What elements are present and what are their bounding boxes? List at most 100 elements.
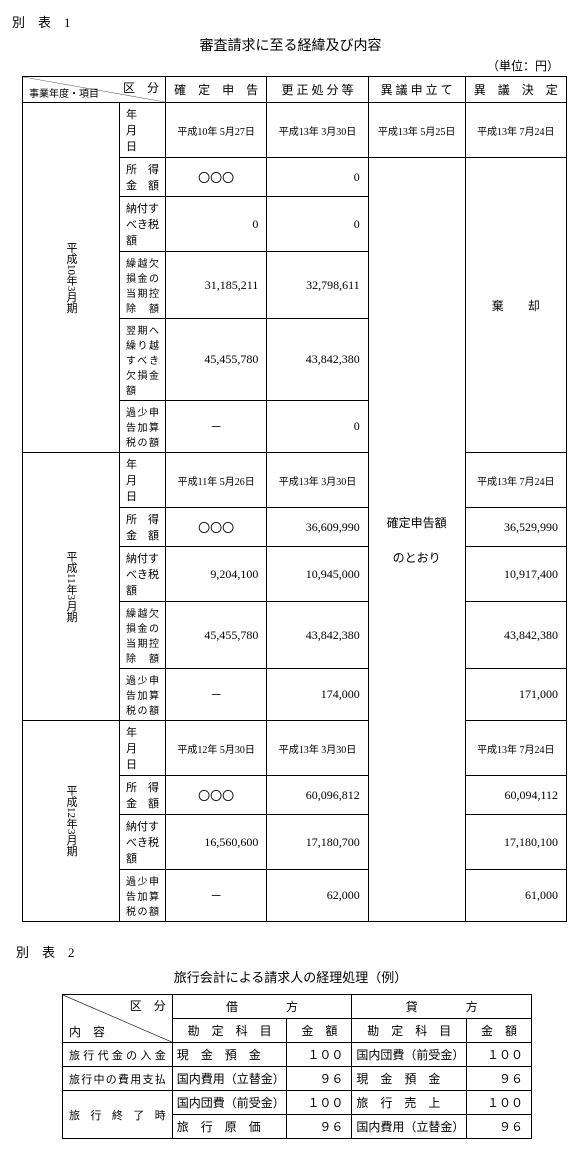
t2-cell: １００ bbox=[287, 1043, 352, 1067]
t1-rowhead: 納付すべき税額 bbox=[120, 815, 166, 870]
t1-cell: 10,917,400 bbox=[465, 547, 566, 602]
t2-rowhead: 旅行代金の入金 bbox=[63, 1043, 173, 1067]
table1-title: 審査請求に至る経緯及び内容 bbox=[12, 35, 569, 55]
table1-unit: （単位：円） bbox=[12, 57, 559, 74]
t2-cell: ９６ bbox=[287, 1115, 352, 1139]
t1-cell: 0 bbox=[267, 401, 368, 453]
t1-cell: 0 bbox=[267, 197, 368, 252]
t1-rowhead: 過少申告加算税の額 bbox=[120, 401, 166, 453]
t1-col-header: 異 議 申 立 て bbox=[368, 77, 465, 103]
t1-period-label: 平成10年3月期 bbox=[23, 103, 120, 453]
t2-cell: 旅 行 売 上 bbox=[352, 1091, 467, 1115]
t2-colgroup: 貸 方 bbox=[352, 995, 532, 1019]
t2-cell: １００ bbox=[467, 1091, 532, 1115]
t1-cell: 60,096,812 bbox=[267, 776, 368, 815]
table1: 区 分 事業年度・項目 確 定 申 告 更 正 処 分 等 異 議 申 立 て … bbox=[22, 76, 567, 922]
t1-rowhead: 過少申告加算税の額 bbox=[120, 870, 166, 922]
t1-rowhead: 所 得 金 額 bbox=[120, 776, 166, 815]
t2-cell: ９６ bbox=[287, 1067, 352, 1091]
t1-rowhead: 納付すべき税額 bbox=[120, 547, 166, 602]
t1-cell: 36,529,990 bbox=[465, 508, 566, 547]
t1-merge-claim-l2: のとおり bbox=[373, 549, 461, 566]
t1-cell: 10,945,000 bbox=[267, 547, 368, 602]
t1-cell: 0 bbox=[267, 158, 368, 197]
t1-rowhead: 納付すべき税額 bbox=[120, 197, 166, 252]
t1-cell: 平成10年 5月27日 bbox=[166, 103, 267, 158]
t1-cell: 平成13年 3月30日 bbox=[267, 721, 368, 776]
t2-diag-bot: 内 容 bbox=[69, 1023, 105, 1040]
t2-cell: １００ bbox=[287, 1091, 352, 1115]
t2-subhead: 金 額 bbox=[287, 1019, 352, 1043]
t1-cell: 平成13年 7月24日 bbox=[465, 103, 566, 158]
t2-colgroup: 借 方 bbox=[172, 995, 352, 1019]
t1-cell: 平成11年 5月26日 bbox=[166, 453, 267, 508]
t2-rowhead: 旅行中の費用支払 bbox=[63, 1067, 173, 1091]
t1-cell: 62,000 bbox=[267, 870, 368, 922]
t1-cell: 〇〇〇 bbox=[166, 776, 267, 815]
t1-rowhead: 所 得 金 額 bbox=[120, 508, 166, 547]
t1-cell: 61,000 bbox=[465, 870, 566, 922]
t1-cell: 平成13年 7月24日 bbox=[465, 721, 566, 776]
t1-cell: 45,455,780 bbox=[166, 602, 267, 669]
t1-cell: 16,560,600 bbox=[166, 815, 267, 870]
t2-cell: ９６ bbox=[467, 1115, 532, 1139]
t1-period-label: 平成11年3月期 bbox=[23, 453, 120, 721]
t2-subhead: 勘 定 科 目 bbox=[172, 1019, 287, 1043]
t1-col-header: 異 議 決 定 bbox=[465, 77, 566, 103]
t1-cell: 〇〇〇 bbox=[166, 158, 267, 197]
t1-diag-header: 区 分 事業年度・項目 bbox=[23, 77, 166, 103]
t1-cell: 43,842,380 bbox=[267, 319, 368, 401]
t1-cell: 171,000 bbox=[465, 669, 566, 721]
t1-rowhead: 年 月 日 bbox=[120, 721, 166, 776]
t1-cell: 31,185,211 bbox=[166, 252, 267, 319]
t1-cell: 平成13年 3月30日 bbox=[267, 103, 368, 158]
t1-merge-claim-l1: 確定申告額 bbox=[373, 514, 461, 531]
t1-cell: 17,180,100 bbox=[465, 815, 566, 870]
t1-cell: － bbox=[166, 669, 267, 721]
t2-cell: ９６ bbox=[467, 1067, 532, 1091]
t1-cell: － bbox=[166, 870, 267, 922]
table2-label: 別 表 2 bbox=[16, 942, 569, 961]
t1-period-label: 平成12年3月期 bbox=[23, 721, 120, 922]
t1-cell: 0 bbox=[166, 197, 267, 252]
t1-rowhead: 年 月 日 bbox=[120, 103, 166, 158]
t2-cell: 国内団費（前受金） bbox=[172, 1091, 287, 1115]
t2-cell: 国内費用（立替金） bbox=[172, 1067, 287, 1091]
t1-cell: 9,204,100 bbox=[166, 547, 267, 602]
t2-cell: 国内団費（前受金） bbox=[352, 1043, 467, 1067]
t1-merge-claim: 確定申告額 のとおり bbox=[368, 158, 465, 922]
t1-cell: 32,798,611 bbox=[267, 252, 368, 319]
t1-cell: 〇〇〇 bbox=[166, 508, 267, 547]
t1-cell: 平成13年 3月30日 bbox=[267, 453, 368, 508]
t1-cell: － bbox=[166, 401, 267, 453]
t1-rowhead: 所 得 金 額 bbox=[120, 158, 166, 197]
t2-cell: 現 金 預 金 bbox=[352, 1067, 467, 1091]
t1-cell: 45,455,780 bbox=[166, 319, 267, 401]
t2-cell: 旅 行 原 価 bbox=[172, 1115, 287, 1139]
t2-cell: 国内費用（立替金） bbox=[352, 1115, 467, 1139]
t1-cell: 17,180,700 bbox=[267, 815, 368, 870]
t1-col-header: 更 正 処 分 等 bbox=[267, 77, 368, 103]
t1-rowhead: 過少申告加算税の額 bbox=[120, 669, 166, 721]
t2-cell: 現 金 預 金 bbox=[172, 1043, 287, 1067]
t1-cell: 平成13年 7月24日 bbox=[465, 453, 566, 508]
t1-cell: 60,094,112 bbox=[465, 776, 566, 815]
t2-rowhead: 旅 行 終 了 時 bbox=[63, 1091, 173, 1139]
t1-cell: 平成13年 5月25日 bbox=[368, 103, 465, 158]
t1-rowhead: 繰越欠損金の当期控除額 bbox=[120, 602, 166, 669]
t2-cell: １００ bbox=[467, 1043, 532, 1067]
t1-col-header: 確 定 申 告 bbox=[166, 77, 267, 103]
table1-label: 別 表 1 bbox=[12, 12, 569, 31]
t2-diag-top: 区 分 bbox=[130, 997, 166, 1014]
table2: 区 分 内 容 借 方 貸 方 勘 定 科 目 金 額 勘 定 科 目 金 額 … bbox=[62, 994, 532, 1139]
t1-rowhead: 繰越欠損金の当期控除額 bbox=[120, 252, 166, 319]
t1-cell: 174,000 bbox=[267, 669, 368, 721]
t2-diag-header: 区 分 内 容 bbox=[63, 995, 173, 1043]
t1-rowhead: 翌期へ繰り越すべき欠損金額 bbox=[120, 319, 166, 401]
t1-cell: 43,842,380 bbox=[267, 602, 368, 669]
t1-diag-bot: 事業年度・項目 bbox=[29, 85, 99, 100]
t1-cell: 36,609,990 bbox=[267, 508, 368, 547]
t1-rowhead: 年 月 日 bbox=[120, 453, 166, 508]
t1-cell: 43,842,380 bbox=[465, 602, 566, 669]
t1-cell: 平成12年 5月30日 bbox=[166, 721, 267, 776]
